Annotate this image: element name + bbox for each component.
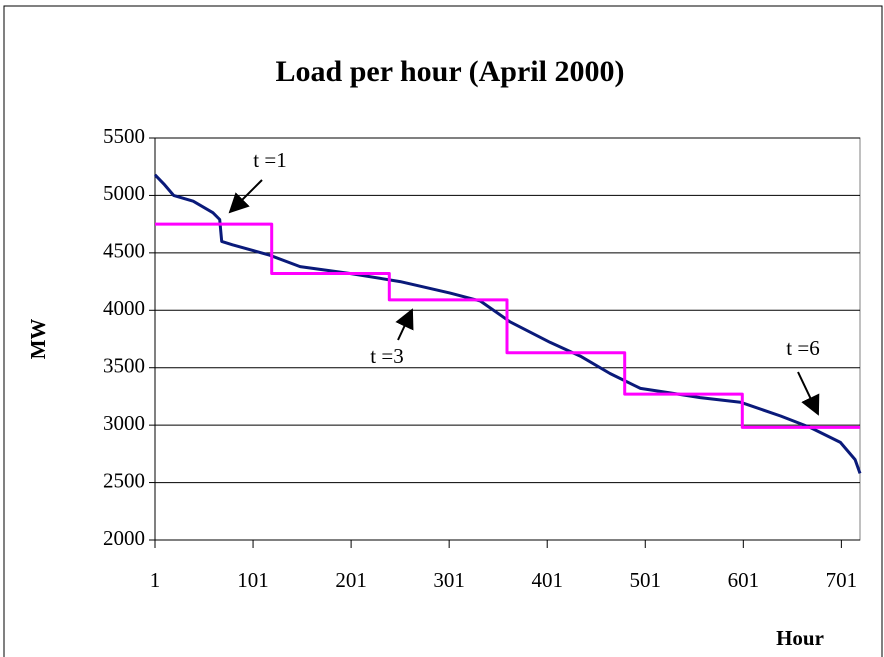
x-tick-label: 601 bbox=[728, 568, 760, 592]
x-tick-label: 501 bbox=[630, 568, 662, 592]
chart-border bbox=[3, 5, 883, 657]
x-tick-label: 401 bbox=[531, 568, 563, 592]
x-tick-label: 301 bbox=[433, 568, 465, 592]
y-tick-label: 4500 bbox=[103, 239, 145, 263]
y-tick-label: 5000 bbox=[103, 181, 145, 205]
chart-title: Load per hour (April 2000) bbox=[276, 55, 625, 88]
x-tick-label: 201 bbox=[335, 568, 367, 592]
annotation-arrow bbox=[228, 179, 263, 214]
series-line bbox=[155, 222, 860, 429]
y-tick-label: 2000 bbox=[103, 526, 145, 550]
y-tick-label: 3000 bbox=[103, 411, 145, 435]
x-axis-title: Hour bbox=[776, 626, 824, 650]
annotation: t =3 bbox=[370, 344, 403, 368]
annotation-arrow bbox=[797, 371, 820, 416]
x-tick-label: 701 bbox=[826, 568, 858, 592]
annotation: t =6 bbox=[786, 336, 819, 360]
y-axis-title: MW bbox=[26, 319, 50, 360]
annotation: t =1 bbox=[253, 148, 286, 172]
y-tick-label: 4000 bbox=[103, 296, 145, 320]
y-tick-label: 2500 bbox=[103, 468, 145, 492]
x-tick-label: 101 bbox=[237, 568, 269, 592]
y-tick-label: 3500 bbox=[103, 354, 145, 378]
annotation-arrow bbox=[395, 308, 414, 341]
x-tick-label: 1 bbox=[150, 568, 161, 592]
y-tick-label: 5500 bbox=[103, 124, 145, 148]
